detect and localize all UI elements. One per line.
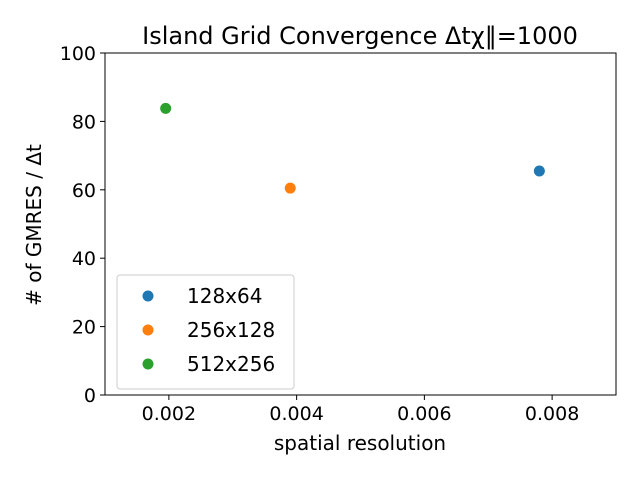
- y-tick-label: 0: [84, 385, 96, 407]
- legend-marker: [142, 324, 154, 336]
- x-tick-label: 0.004: [269, 403, 323, 425]
- y-axis-label: # of GMRES / Δt: [22, 144, 46, 306]
- x-axis-ticks: 0.002 0.004 0.006 0.008: [142, 395, 579, 425]
- y-tick-label: 80: [72, 111, 96, 133]
- data-point: [533, 165, 545, 177]
- legend-label: 512x256: [187, 352, 275, 376]
- legend-label: 128x64: [187, 284, 262, 308]
- legend-marker: [142, 290, 154, 302]
- legend-label: 256x128: [187, 318, 275, 342]
- y-axis-ticks: 0 20 40 60 80 100: [60, 43, 105, 407]
- y-tick-label: 60: [72, 180, 96, 202]
- x-tick-label: 0.008: [525, 403, 579, 425]
- x-tick-label: 0.006: [397, 403, 451, 425]
- x-tick-label: 0.002: [142, 403, 196, 425]
- y-tick-label: 100: [60, 43, 96, 65]
- y-tick-label: 40: [72, 248, 96, 270]
- legend-frame: [116, 274, 295, 390]
- data-points: [160, 102, 545, 194]
- chart-title: Island Grid Convergence Δtχ‖=1000: [142, 22, 578, 50]
- x-axis-label: spatial resolution: [274, 431, 446, 455]
- legend-marker: [142, 358, 154, 370]
- data-point: [284, 182, 296, 194]
- y-tick-label: 20: [72, 317, 96, 339]
- legend: 128x64 256x128 512x256: [116, 274, 295, 390]
- data-point: [160, 102, 172, 114]
